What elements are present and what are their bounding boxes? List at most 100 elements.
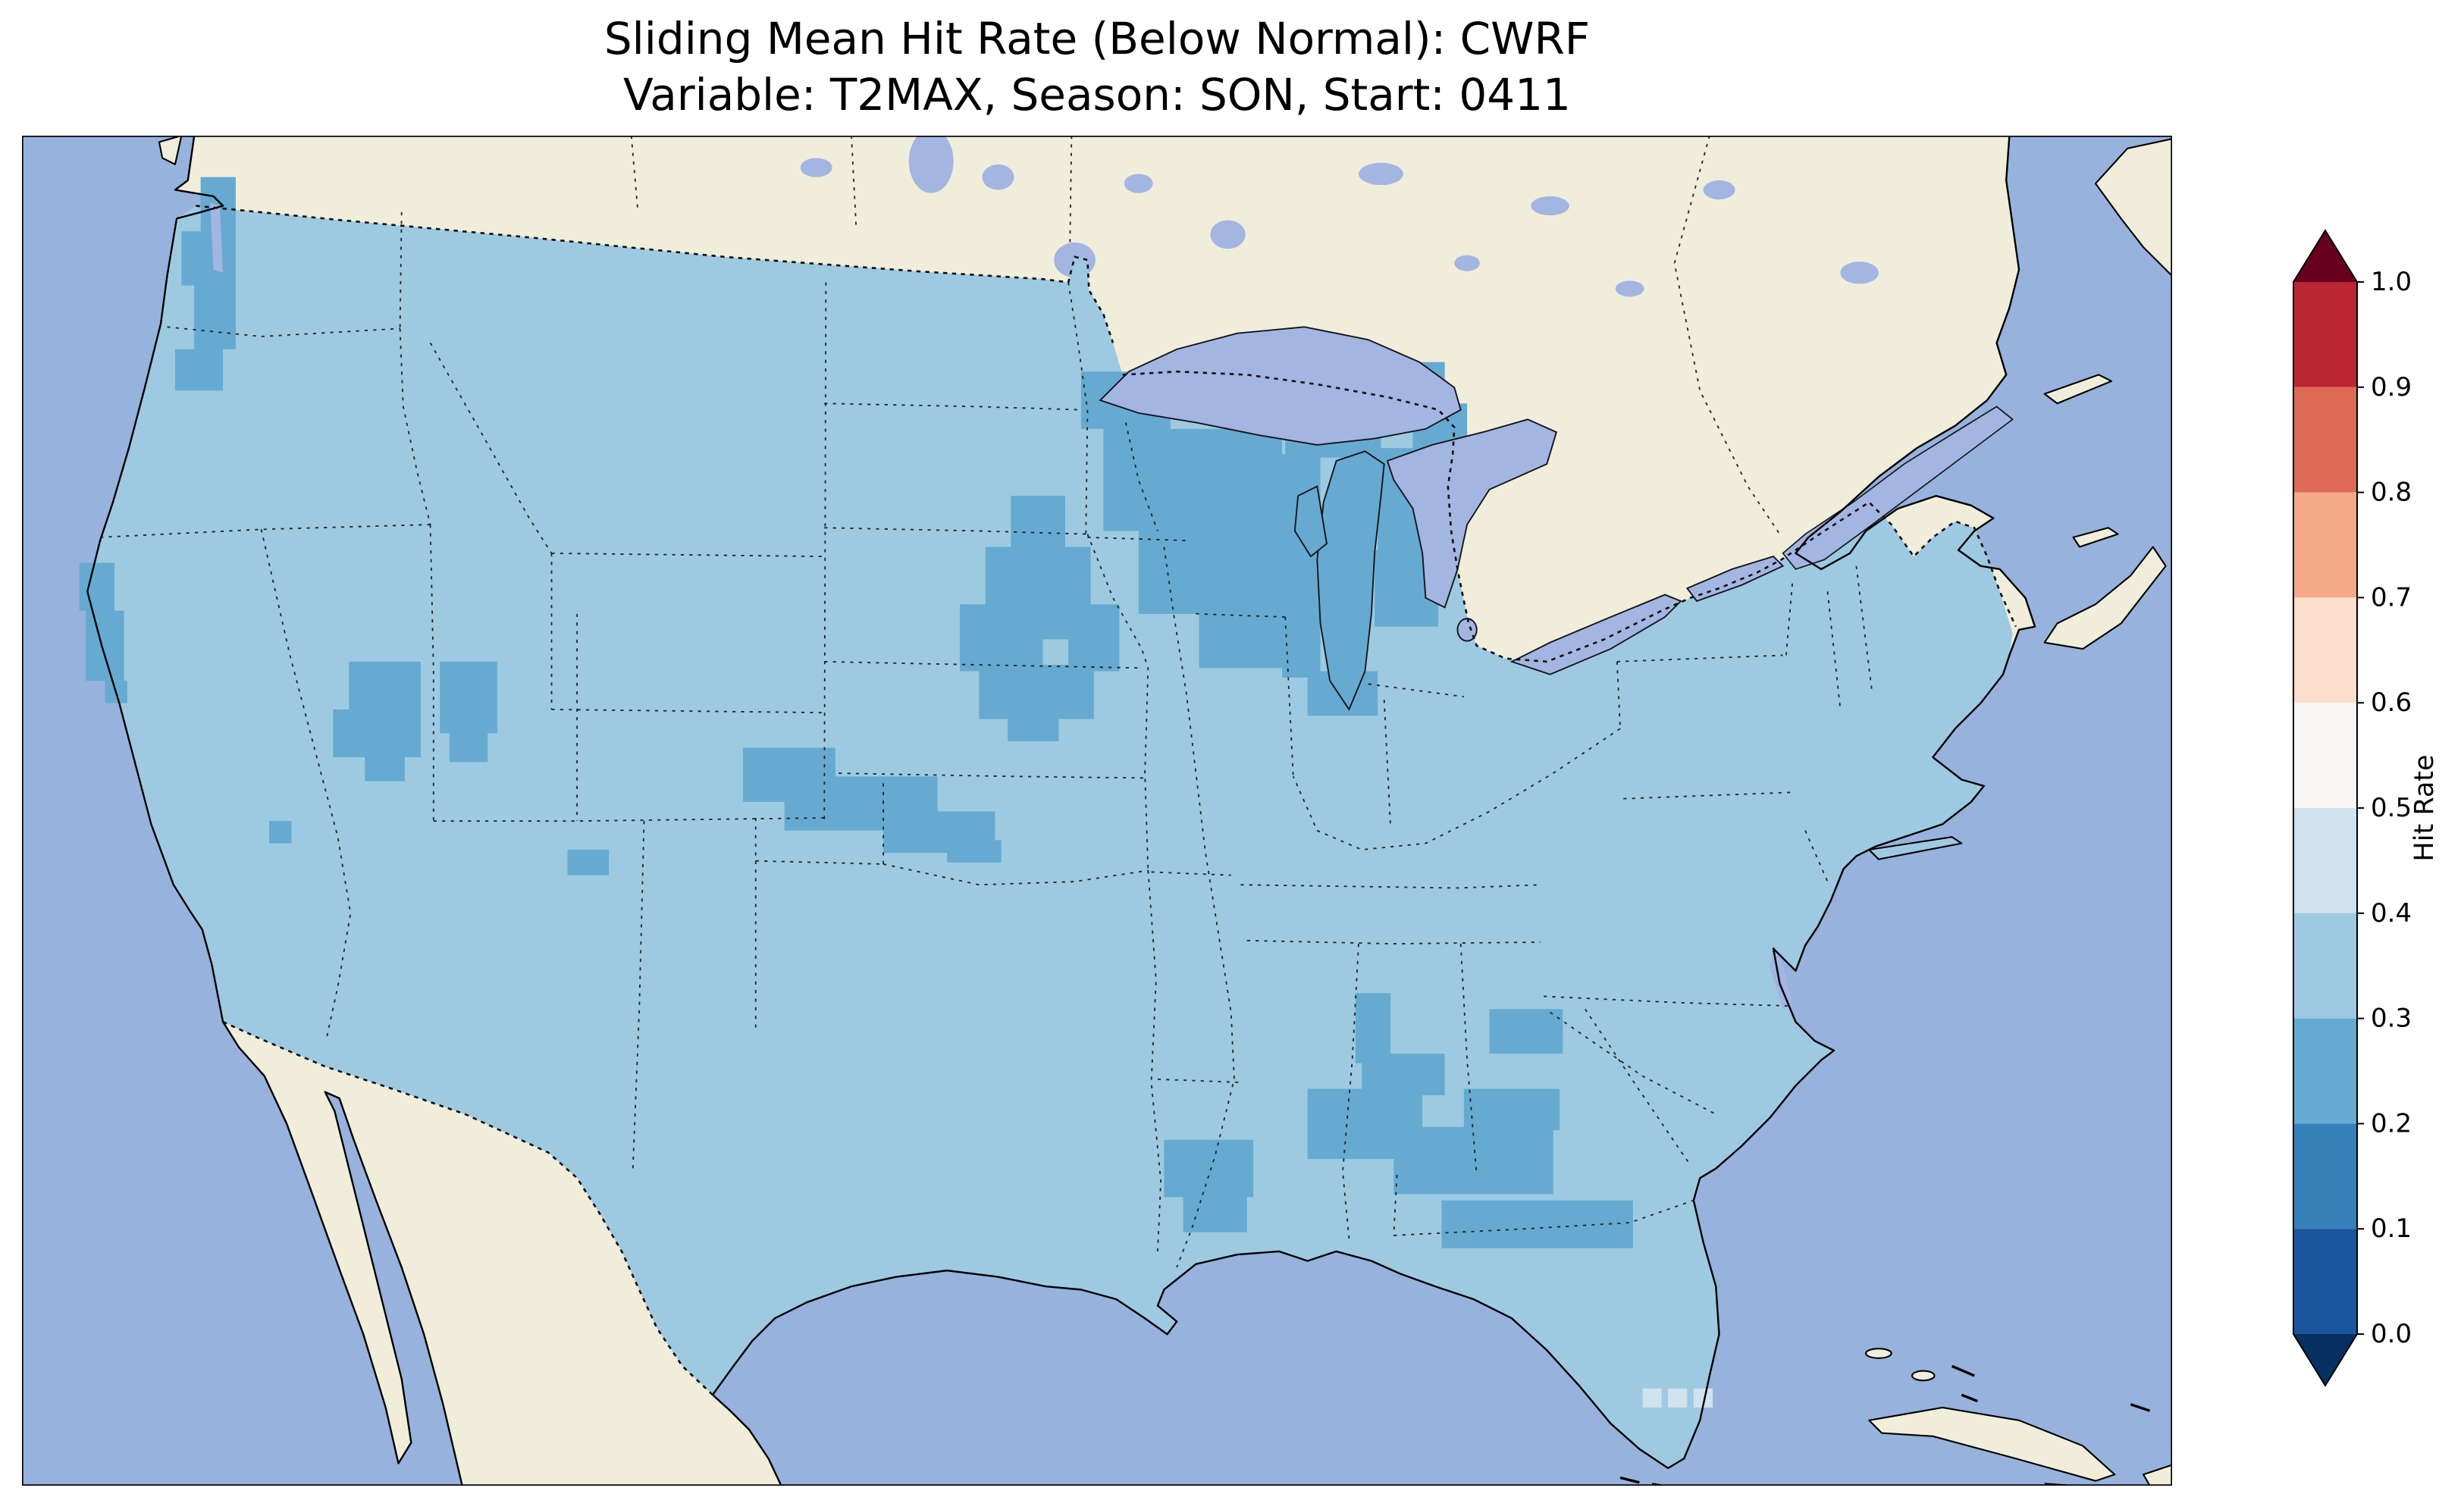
canada-lake	[1124, 174, 1153, 193]
island-bahamas-2	[1911, 1370, 1936, 1382]
canada-lake	[1840, 262, 1879, 284]
state-border-line	[1544, 995, 1790, 1007]
low-hit-rate-patches	[79, 177, 1633, 1248]
hit-rate-patch-louisiana	[1164, 1139, 1254, 1232]
state-border-line	[551, 709, 823, 714]
puget-sound	[210, 202, 224, 273]
state-border-line	[1157, 1078, 1241, 1083]
colorbar-tick-label: 0.9	[2371, 372, 2412, 402]
state-border-line	[1383, 700, 1392, 828]
hit-rate-patch-georgia	[1489, 1009, 1563, 1054]
state-border-line	[551, 552, 823, 558]
figure-title: Sliding Mean Hit Rate (Below Normal): CW…	[22, 11, 2172, 123]
title-line2: Variable: T2MAX, Season: SON, Start: 041…	[623, 69, 1571, 121]
state-border-line	[1804, 830, 1829, 882]
state-border-line	[1584, 1008, 1691, 1166]
hit-rate-patch-mississippi-alabama-florida	[1307, 993, 1633, 1248]
state-border-line	[433, 817, 828, 822]
colorbar-bar	[2293, 229, 2358, 1387]
state-border-line	[399, 328, 431, 525]
lake-erie	[1509, 594, 1682, 675]
island-vancouver	[158, 136, 183, 165]
state-border-line	[1393, 1174, 1398, 1236]
canada-lake	[1703, 180, 1735, 200]
island-bahamas-1	[1865, 1348, 1892, 1359]
lake-winnipeg	[908, 136, 954, 193]
colorbar-segment	[2293, 492, 2357, 598]
colorbar-tick-label: 1.0	[2371, 267, 2412, 297]
island-cuba	[1868, 1406, 2116, 1482]
map-axes	[22, 136, 2172, 1486]
state-border-line	[1549, 1011, 1716, 1115]
state-border-line	[1284, 616, 1294, 777]
state-border-line	[1292, 728, 1621, 850]
canada-lake	[1454, 255, 1480, 271]
hit-rate-patch-norcal-coast	[79, 562, 127, 703]
colorbar-segment	[2293, 282, 2357, 387]
colorbar-segment	[2293, 1018, 2357, 1124]
colorbar-tick-label: 0.3	[2371, 1004, 2412, 1034]
state-border-line	[429, 342, 553, 554]
canada-lake	[800, 158, 832, 177]
colorbar-tick-label: 0.4	[2371, 898, 2412, 929]
colorbar-tick-labels: 0.0 0.1 0.2 0.3 0.4 0.5 0.6 0.7 0.8 0.9 …	[2371, 267, 2412, 1349]
lake-michigan	[1316, 450, 1385, 711]
colorbar-segment	[2293, 1123, 2357, 1229]
canada-lakes-group	[800, 136, 1879, 297]
antilles-dash	[2130, 1403, 2151, 1412]
state-border-line	[839, 772, 1146, 779]
st-lawrence-river	[1782, 406, 2014, 570]
island-hispaniola	[2143, 1464, 2172, 1486]
state-border-line	[399, 211, 403, 329]
lake-nipigon	[1210, 220, 1246, 249]
state-border-line	[1393, 1199, 1694, 1236]
colorbar-extend-max	[2293, 230, 2357, 282]
canada-lake	[1359, 162, 1403, 186]
colorbar-segment	[2293, 1229, 2357, 1334]
bahamas-dash	[1951, 1364, 1978, 1403]
colorbar-segment	[2293, 597, 2357, 703]
colorbar-tick-label: 0.5	[2371, 793, 2412, 823]
canada-us-border-west	[196, 205, 1114, 343]
state-border-line	[1616, 654, 1783, 662]
colorbar-tick-label: 0.2	[2371, 1108, 2412, 1139]
province-border-line	[630, 136, 639, 209]
state-border-line	[824, 527, 1088, 535]
canada-lake	[1531, 196, 1569, 216]
hit-rate-patch-texas-oklahoma	[742, 747, 1002, 863]
state-border-line	[1246, 939, 1541, 945]
state-border-line	[1163, 547, 1235, 1268]
province-border-line	[1673, 136, 1781, 535]
hit-rate-hole-plains	[1042, 639, 1069, 666]
island-pei	[2072, 527, 2119, 548]
colorbar-segment	[2293, 808, 2357, 913]
state-border-line	[1623, 791, 1793, 800]
hit-rate-pale-cells-florida	[1642, 1388, 1713, 1408]
colorbar-axis-label: Hit Rate	[2409, 754, 2440, 861]
island-anticosti	[2043, 374, 2113, 405]
state-border-line	[100, 524, 431, 538]
canada-lake	[982, 164, 1014, 190]
state-border-line	[1240, 884, 1541, 889]
state-border-line	[260, 529, 352, 1038]
province-border-line	[1069, 136, 1073, 248]
island-nova-scotia	[2043, 546, 2167, 650]
state-border-line	[1368, 683, 1465, 698]
colorbar-tick-label: 0.6	[2371, 687, 2412, 718]
hit-rate-patch-wisconsin-michigan	[1080, 362, 1468, 716]
hit-rate-patch-nevada-utah	[269, 661, 497, 844]
colorbar-tick-label: 0.0	[2371, 1319, 2412, 1349]
state-border-line	[429, 525, 434, 822]
long-island	[1868, 836, 1963, 860]
state-border-line	[1124, 422, 1158, 531]
hit-rate-patch-colorado	[567, 850, 610, 875]
state-borders	[100, 136, 1873, 1268]
colorbar-ticks	[2357, 281, 2364, 1335]
colorbar-tick-label: 0.7	[2371, 582, 2412, 612]
state-border-line	[823, 282, 827, 822]
green-bay	[1293, 485, 1328, 558]
lake-superior	[1099, 326, 1462, 446]
island-newfoundland	[2094, 138, 2172, 277]
state-border-line	[1342, 944, 1359, 1239]
